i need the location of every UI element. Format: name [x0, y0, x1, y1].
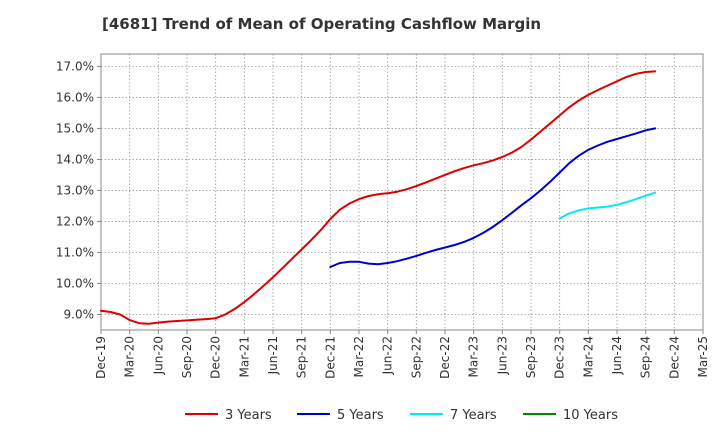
series-line-5-years: [329, 127, 657, 268]
legend-item: 10 Years: [523, 408, 618, 423]
y-tick-label: 9.0%: [64, 307, 95, 321]
plot-area: [100, 53, 704, 331]
y-tick-label: 14.0%: [56, 152, 94, 166]
x-axis: Dec-19 Mar-20 Jun-20 Sep-20 Dec-20 Mar-21 Jun-…: [94, 330, 710, 379]
legend-item: 3 Years: [185, 408, 272, 423]
x-tick-label: Sep-24: [639, 336, 653, 378]
x-tick-label: Dec-24: [667, 336, 681, 379]
legend-item: 5 Years: [297, 408, 384, 423]
chart-title: [4681] Trend of Mean of Operating Cashfl…: [102, 15, 542, 33]
x-tick-label: Sep-23: [524, 336, 538, 378]
grid-lines: [101, 54, 703, 330]
x-tick-label: Mar-24: [581, 336, 595, 377]
y-tick-label: 12.0%: [56, 214, 94, 228]
x-tick-label: Jun-20: [151, 336, 165, 375]
y-tick-label: 13.0%: [56, 183, 94, 197]
legend-label: 10 Years: [563, 408, 618, 423]
y-tick-label: 10.0%: [56, 276, 94, 290]
x-tick-label: Dec-23: [553, 336, 567, 379]
y-tick-label: 17.0%: [56, 59, 94, 73]
x-tick-label: Sep-20: [180, 336, 194, 378]
x-tick-label: Mar-20: [123, 336, 137, 377]
y-tick-label: 11.0%: [56, 245, 94, 259]
legend-label: 5 Years: [337, 408, 384, 423]
x-tick-label: Mar-22: [352, 336, 366, 377]
x-tick-label: Dec-20: [209, 336, 223, 379]
series-line-7-years: [558, 191, 657, 220]
legend-label: 7 Years: [450, 408, 497, 423]
y-axis: 9.0% 10.0% 11.0% 12.0% 13.0% 14.0% 15.0% 16.0% 1…: [56, 59, 101, 321]
legend-label: 3 Years: [225, 408, 272, 423]
x-tick-label: Jun-24: [610, 336, 624, 375]
x-tick-label: Mar-21: [237, 336, 251, 377]
x-tick-label: Mar-23: [467, 336, 481, 377]
series-line-3-years: [100, 70, 657, 325]
x-tick-label: Mar-25: [696, 336, 710, 377]
y-tick-label: 15.0%: [56, 121, 94, 135]
x-tick-label: Sep-22: [409, 336, 423, 378]
x-tick-label: Dec-19: [94, 336, 108, 379]
x-tick-label: Sep-21: [295, 336, 309, 378]
x-tick-label: Dec-21: [323, 336, 337, 379]
x-tick-label: Jun-22: [381, 336, 395, 375]
x-tick-label: Jun-23: [495, 336, 509, 375]
series-lines: [100, 70, 657, 325]
legend: 3 Years 5 Years 7 Years 10 Years: [185, 408, 618, 423]
legend-item: 7 Years: [410, 408, 497, 423]
x-tick-label: Dec-22: [438, 336, 452, 379]
x-tick-label: Jun-21: [266, 336, 280, 375]
y-tick-label: 16.0%: [56, 90, 94, 104]
